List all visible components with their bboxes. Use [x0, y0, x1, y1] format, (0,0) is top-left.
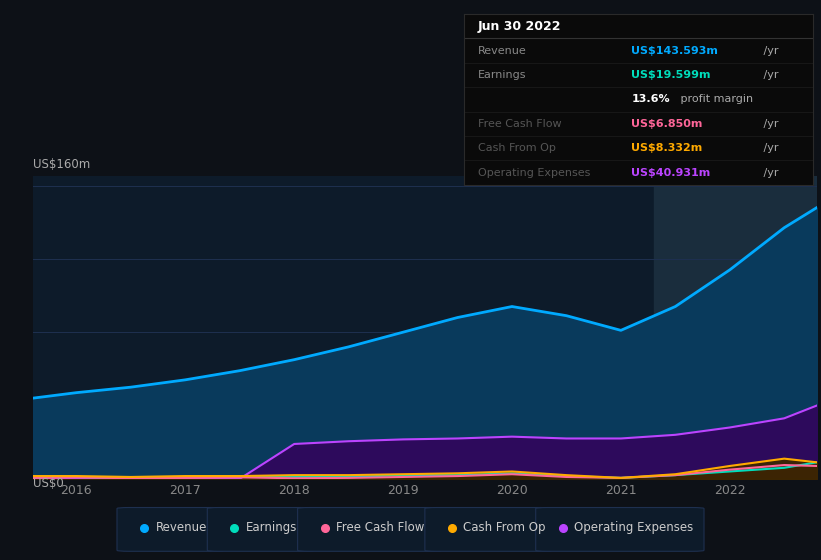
Text: Revenue: Revenue [478, 45, 526, 55]
FancyBboxPatch shape [207, 507, 314, 551]
Text: /yr: /yr [760, 70, 779, 80]
Text: US$143.593m: US$143.593m [631, 45, 718, 55]
Text: Free Cash Flow: Free Cash Flow [478, 119, 562, 129]
FancyBboxPatch shape [425, 507, 552, 551]
Text: /yr: /yr [760, 143, 779, 153]
FancyBboxPatch shape [536, 507, 704, 551]
Text: US$0: US$0 [33, 477, 63, 490]
Text: US$40.931m: US$40.931m [631, 167, 711, 178]
Text: /yr: /yr [760, 119, 779, 129]
Text: US$19.599m: US$19.599m [631, 70, 711, 80]
Text: profit margin: profit margin [677, 95, 753, 104]
Text: Revenue: Revenue [155, 521, 207, 534]
Text: Operating Expenses: Operating Expenses [575, 521, 694, 534]
Text: /yr: /yr [760, 45, 779, 55]
Text: 13.6%: 13.6% [631, 95, 670, 104]
FancyBboxPatch shape [297, 507, 442, 551]
FancyBboxPatch shape [117, 507, 223, 551]
Text: Cash From Op: Cash From Op [478, 143, 556, 153]
Bar [654, 176, 817, 479]
Text: US$6.850m: US$6.850m [631, 119, 703, 129]
Text: US$160m: US$160m [33, 158, 90, 171]
Text: Earnings: Earnings [478, 70, 526, 80]
Text: Jun 30 2022: Jun 30 2022 [478, 20, 562, 32]
Text: /yr: /yr [760, 167, 779, 178]
Text: Operating Expenses: Operating Expenses [478, 167, 590, 178]
Text: Cash From Op: Cash From Op [463, 521, 546, 534]
Text: US$8.332m: US$8.332m [631, 143, 703, 153]
Text: Earnings: Earnings [246, 521, 297, 534]
Text: Free Cash Flow: Free Cash Flow [337, 521, 424, 534]
